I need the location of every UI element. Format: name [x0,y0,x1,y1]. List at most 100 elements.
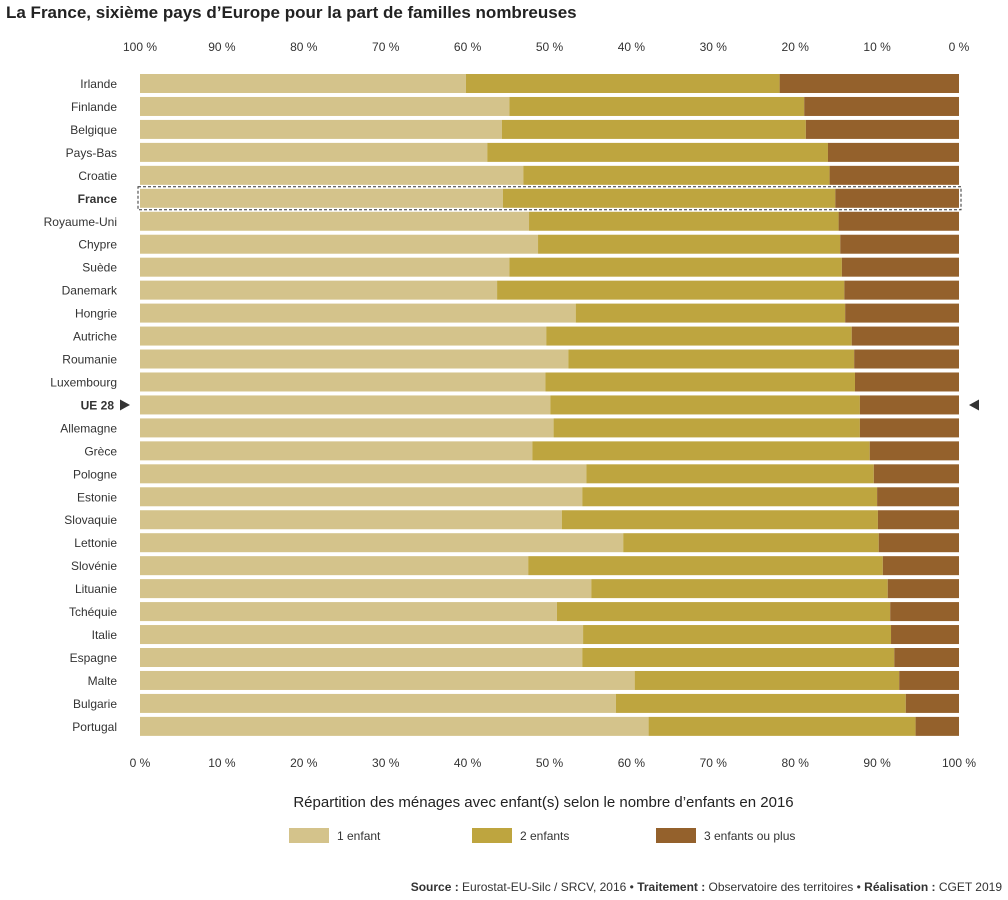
top-tick-label: 0 % [949,40,970,54]
bar-segment-1 [140,119,502,139]
bar-segment-2 [502,188,836,208]
category-label: Grèce [84,444,117,458]
bar-segment-3 [827,142,959,162]
top-tick-label: 20 % [782,40,810,54]
bar-segment-3 [887,579,959,599]
realisation-text: CGET 2019 [935,880,1002,894]
bar-segment-2 [501,119,806,139]
category-label: Finlande [71,100,117,114]
bar-segment-1 [140,349,569,369]
treatment-text: Observatoire des territoires • [705,880,865,894]
bar-segment-2 [591,579,888,599]
bar-segment-2 [556,602,891,622]
triangle-left-icon [969,399,979,411]
bar-segment-1 [140,74,466,93]
bar-segment-3 [882,556,959,576]
bar-segment-3 [859,418,959,438]
bar-segment-3 [890,602,959,622]
category-label: Italie [92,628,118,642]
legend-label: 2 enfants [520,829,569,843]
bar-segment-2 [497,280,845,300]
category-label: Espagne [70,651,118,665]
bar-segment-2 [546,326,852,346]
bar-segment-2 [634,670,900,690]
bar-segment-3 [841,257,959,277]
bar-segment-2 [550,395,860,415]
bar-segment-1 [140,579,592,599]
bar-segment-3 [845,303,959,323]
bottom-tick-label: 40 % [454,756,482,770]
bar-segment-1 [140,165,524,185]
bar-segment-2 [553,418,860,438]
bar-segment-3 [899,670,959,690]
bar-segment-3 [878,533,959,553]
treatment-label: Traitement : [637,880,706,894]
bar-segment-2 [529,211,839,231]
bar-segment-2 [532,441,870,461]
category-label: Croatie [78,169,117,183]
bar-segment-1 [140,625,584,645]
bar-segment-1 [140,418,554,438]
category-label: Irlande [80,77,117,91]
bar-segment-3 [779,74,959,93]
category-label: Slovénie [71,559,117,573]
bottom-tick-label: 30 % [372,756,400,770]
legend-swatch [656,828,696,843]
bar-segment-2 [528,556,883,576]
category-label: Malte [88,674,118,688]
bar-segment-2 [575,303,846,323]
legend-label: 1 enfant [337,829,381,843]
bar-segment-2 [487,142,828,162]
legend-label: 3 enfants ou plus [704,829,795,843]
category-label: Hongrie [75,307,117,321]
category-label: Suède [82,261,117,275]
source-label: Source : [410,880,459,894]
legend-swatch [472,828,512,843]
bar-segment-3 [905,693,959,713]
bar-segment-2 [582,487,878,507]
bar-segment-3 [854,372,959,392]
top-tick-label: 70 % [372,40,400,54]
chart-title: La France, sixième pays d’Europe pour la… [6,3,577,22]
realisation-label: Réalisation : [864,880,936,894]
category-label: Luxembourg [50,375,117,389]
bar-segment-2 [545,372,855,392]
bar-segment-1 [140,464,587,484]
bottom-tick-label: 60 % [618,756,646,770]
source-note: Source : Eurostat-EU-Silc / SRCV, 2016 •… [411,880,1002,894]
bottom-tick-label: 100 % [942,756,976,770]
category-label: Lituanie [75,582,117,596]
bar-segment-2 [523,165,830,185]
bar-segment-3 [859,395,959,415]
bar-segment-1 [140,441,533,461]
bar-segment-1 [140,510,562,530]
bottom-tick-label: 10 % [208,756,236,770]
category-label: Royaume-Uni [44,215,117,229]
category-label: Allemagne [60,421,117,435]
bar-segment-2 [582,648,895,667]
top-tick-label: 30 % [700,40,728,54]
bar-segment-1 [140,648,583,667]
category-label: Pologne [73,467,117,481]
top-tick-label: 90 % [208,40,236,54]
bar-segment-2 [615,693,906,713]
bar-segment-1 [140,670,635,690]
category-label: Belgique [70,123,117,137]
top-tick-label: 80 % [290,40,318,54]
bar-segment-2 [568,349,855,369]
bar-segment-3 [869,441,959,461]
bar-segment-1 [140,257,510,277]
category-label: Autriche [73,330,117,344]
category-label: Lettonie [74,536,117,550]
bar-segment-3 [877,487,959,507]
category-label: Danemark [62,284,118,298]
bar-segment-3 [844,280,959,300]
triangle-right-icon [120,399,130,411]
bar-segment-1 [140,326,547,346]
bar-segment-3 [804,96,959,116]
bottom-tick-label: 70 % [700,756,728,770]
bar-segment-3 [835,188,959,208]
bottom-tick-label: 0 % [130,756,151,770]
bottom-tick-label: 20 % [290,756,318,770]
category-label: UE 28 [81,398,115,412]
